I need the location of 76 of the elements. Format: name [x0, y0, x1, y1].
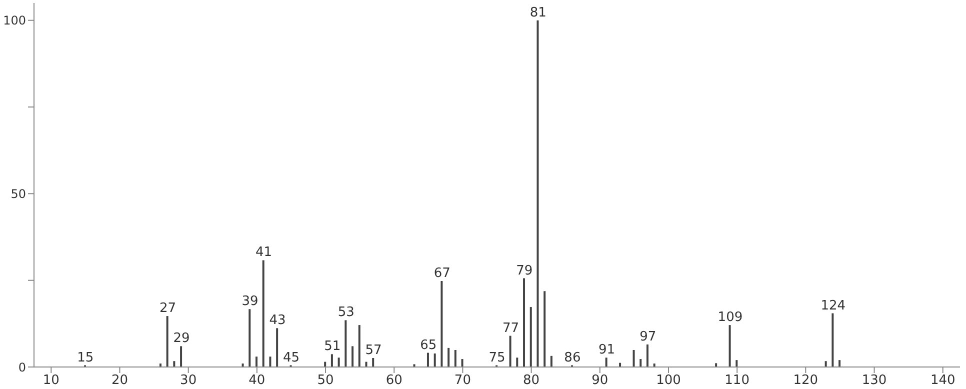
x-tick-label: 90: [592, 373, 608, 388]
x-tick-label: 10: [42, 373, 60, 388]
bar: [454, 350, 456, 367]
bar: [530, 307, 532, 367]
bar: [715, 363, 718, 367]
annotation: 77: [502, 320, 519, 336]
y-tick-label: 50: [10, 186, 26, 201]
bar: [461, 359, 464, 367]
bar: [434, 353, 436, 367]
bar: [352, 346, 354, 367]
x-tick-label: 40: [248, 373, 266, 388]
bar: [832, 313, 834, 367]
bar: [440, 281, 443, 367]
annotation: 57: [365, 342, 382, 358]
bar: [248, 309, 251, 367]
bar: [276, 328, 278, 367]
annotation: 51: [324, 339, 341, 354]
bar: [536, 20, 539, 367]
x-tick-label: 130: [862, 373, 887, 388]
annotation: 15: [77, 350, 94, 366]
bar: [728, 325, 731, 367]
bar: [632, 350, 635, 367]
bar: [338, 358, 340, 367]
annotation: 75: [488, 350, 506, 366]
bar: [255, 356, 258, 367]
annotation: 43: [269, 313, 286, 328]
annotation: 39: [242, 294, 258, 310]
x-tick-label: 70: [454, 373, 471, 388]
bar: [605, 358, 608, 367]
annotation: 27: [159, 301, 176, 316]
x-tick-label: 80: [523, 373, 540, 388]
bar: [426, 352, 429, 367]
bar: [838, 360, 841, 367]
x-tick-label: 100: [656, 373, 681, 388]
bar: [646, 344, 648, 367]
x-tick-label: 50: [317, 373, 334, 388]
bar: [550, 356, 552, 367]
annotation: 91: [598, 342, 616, 358]
bar: [448, 348, 450, 367]
x-tick-label: 20: [111, 373, 128, 388]
y-tick-label: 100: [3, 14, 26, 28]
bar: [166, 316, 168, 367]
bar: [640, 359, 642, 367]
bar: [516, 358, 518, 367]
bar: [173, 361, 176, 367]
bar: [736, 360, 738, 367]
bar: [269, 356, 272, 367]
bar: [544, 291, 546, 367]
annotation: 97: [640, 329, 656, 344]
bar: [509, 336, 512, 367]
x-tick-label: 120: [793, 373, 818, 388]
annotation: 29: [173, 331, 190, 346]
annotation: 53: [338, 305, 354, 320]
x-tick-label: 60: [386, 373, 402, 388]
annotation: 86: [564, 350, 581, 366]
bar: [262, 260, 264, 367]
bar: [372, 358, 374, 367]
bar: [330, 354, 333, 367]
bar: [358, 325, 360, 367]
bar: [824, 361, 827, 367]
annotation: 124: [820, 298, 846, 314]
bar: [344, 320, 347, 367]
annotation: 81: [530, 5, 546, 20]
x-tick-label: 140: [930, 373, 956, 388]
annotation: 79: [516, 263, 533, 278]
annotation: 65: [420, 338, 437, 353]
x-tick-label: 110: [724, 373, 750, 388]
annotation: 41: [256, 245, 272, 260]
x-tick-label: 30: [180, 373, 197, 388]
bar: [413, 364, 416, 367]
annotation: 67: [434, 266, 450, 282]
y-tick-label: 0: [18, 360, 26, 374]
bar: [180, 346, 182, 367]
annotation: 45: [282, 350, 300, 366]
annotation: 109: [718, 310, 743, 326]
bar: [523, 278, 526, 367]
